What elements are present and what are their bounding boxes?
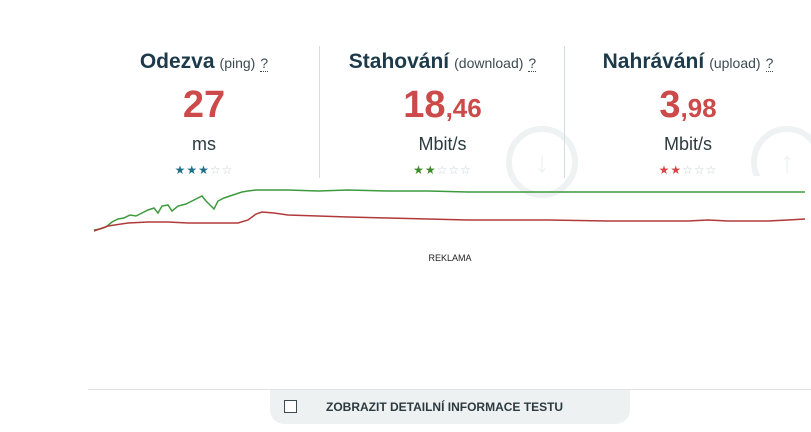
download-value-dec: ,46 — [445, 93, 482, 123]
upload-value: 3,98 — [565, 84, 811, 127]
star-empty-icon: ☆ — [682, 163, 694, 176]
star-empty-icon: ☆ — [209, 163, 222, 177]
upload-header: Nahrávání (upload)? — [565, 50, 811, 74]
star-empty-icon: ☆ — [448, 163, 461, 177]
star-filled-icon: ★ — [198, 163, 210, 177]
separator — [88, 389, 811, 390]
download-bg-circle: ↓ — [506, 126, 578, 198]
arrow-up-icon: ↑ — [779, 146, 795, 176]
speed-graph — [93, 189, 806, 232]
download-header: Stahování (download)? — [320, 50, 565, 74]
detail-info-toggle[interactable]: ZOBRAZIT DETAILNÍ INFORMACE TESTU — [270, 390, 630, 424]
ping-value: 27 — [88, 84, 320, 127]
download-value-int: 18 — [403, 84, 446, 126]
detail-info-label[interactable]: ZOBRAZIT DETAILNÍ INFORMACE TESTU — [326, 400, 564, 414]
ping-unit: ms — [192, 134, 216, 154]
star-filled-icon: ★ — [658, 163, 671, 176]
star-empty-icon: ☆ — [436, 163, 449, 177]
star-empty-icon: ☆ — [693, 163, 706, 176]
download-subtitle: (download) — [454, 55, 524, 71]
star-filled-icon: ★ — [186, 163, 199, 177]
upload-value-dec: ,98 — [680, 93, 717, 123]
arrow-down-icon: ↓ — [534, 146, 550, 179]
upload-panel: ↑ Nahrávání (upload)? 3,98 Mbit/s ★★☆☆☆ — [565, 46, 811, 176]
star-filled-icon: ★ — [670, 163, 683, 176]
star-empty-icon: ☆ — [221, 163, 234, 177]
upload-speed-line — [93, 211, 806, 232]
ad-label: REKLAMA — [428, 253, 472, 263]
download-panel: ↓ Stahování (download)? 18,46 Mbit/s ★★☆☆… — [320, 46, 578, 198]
download-speed-line — [93, 189, 805, 231]
star-empty-icon: ☆ — [705, 163, 718, 176]
upload-subtitle: (upload) — [709, 55, 761, 71]
download-help-link[interactable]: ? — [528, 55, 537, 72]
upload-rating: ★★☆☆☆ — [565, 163, 811, 176]
star-empty-icon: ☆ — [460, 163, 472, 177]
ping-panel: Odezva (ping)? 27 ms ★★★☆☆ — [88, 46, 320, 177]
ping-header: Odezva (ping)? — [88, 50, 320, 74]
star-filled-icon: ★ — [413, 163, 425, 177]
download-rating: ★★☆☆☆ — [320, 163, 565, 177]
star-filled-icon: ★ — [424, 163, 437, 177]
detail-info-checkbox[interactable] — [284, 400, 297, 413]
upload-title: Nahrávání — [602, 50, 705, 73]
ping-value-int: 27 — [182, 84, 226, 126]
ping-subtitle: (ping) — [219, 55, 256, 71]
star-filled-icon: ★ — [174, 163, 187, 177]
download-title: Stahování — [348, 50, 450, 73]
upload-unit: Mbit/s — [663, 134, 712, 154]
ping-help-link[interactable]: ? — [260, 55, 269, 72]
divider — [319, 46, 320, 178]
upload-value-int: 3 — [659, 84, 681, 126]
divider — [564, 46, 565, 178]
upload-help-link[interactable]: ? — [765, 55, 774, 72]
ping-title: Odezva — [139, 50, 215, 73]
ping-rating: ★★★☆☆ — [88, 163, 320, 177]
download-unit: Mbit/s — [418, 134, 467, 154]
upload-bg-circle: ↑ — [751, 126, 811, 176]
download-value: 18,46 — [320, 84, 565, 127]
